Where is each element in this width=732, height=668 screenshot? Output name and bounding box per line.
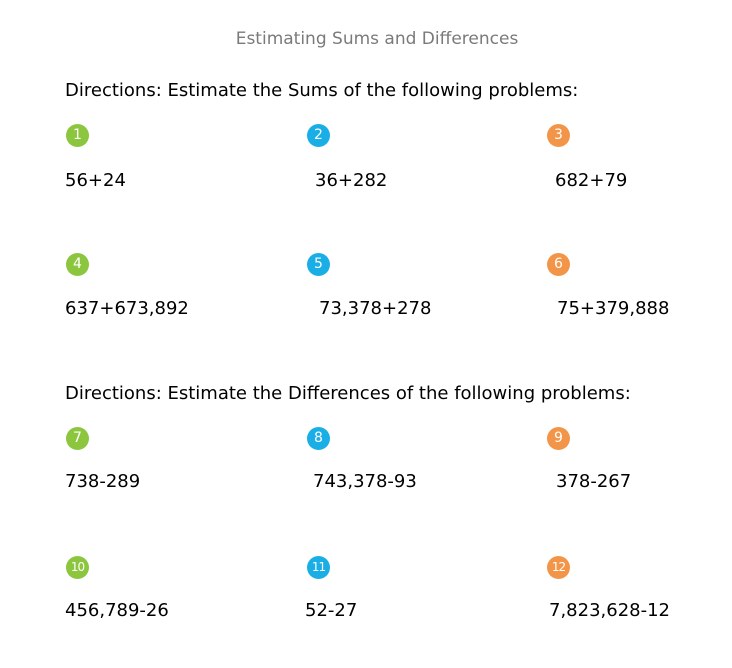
problem-number-badge: 12 [547,556,570,579]
page-title: Estimating Sums and Differences [235,29,519,49]
problem-number-badge: 11 [307,556,330,579]
problem-number-badge: 1 [66,124,89,147]
problem-expression: 7,823,628-12 [549,600,671,621]
problem-expression: 52-27 [305,600,358,621]
sums-directions: Directions: Estimate the Sums of the fol… [65,80,579,101]
problem-number-badge: 2 [307,124,330,147]
problem-expression: 56+24 [65,170,126,191]
problem-expression: 36+282 [315,170,388,191]
problem-expression: 75+379,888 [557,298,670,319]
problem-expression: 738-289 [65,471,141,492]
problem-number-badge: 3 [547,124,570,147]
problem-expression: 73,378+278 [319,298,432,319]
problem-expression: 378-267 [556,471,632,492]
differences-directions: Directions: Estimate the Differences of … [65,383,631,404]
problem-number-badge: 5 [307,253,330,276]
problem-number-badge: 4 [66,253,89,276]
problem-number-badge: 8 [307,427,330,450]
problem-expression: 743,378-93 [313,471,417,492]
problem-number-badge: 10 [66,556,89,579]
problem-number-badge: 6 [547,253,570,276]
problem-number-badge: 7 [66,427,89,450]
problem-expression: 637+673,892 [65,298,189,319]
problem-expression: 682+79 [555,170,628,191]
problem-expression: 456,789-26 [65,600,169,621]
problem-number-badge: 9 [547,427,570,450]
